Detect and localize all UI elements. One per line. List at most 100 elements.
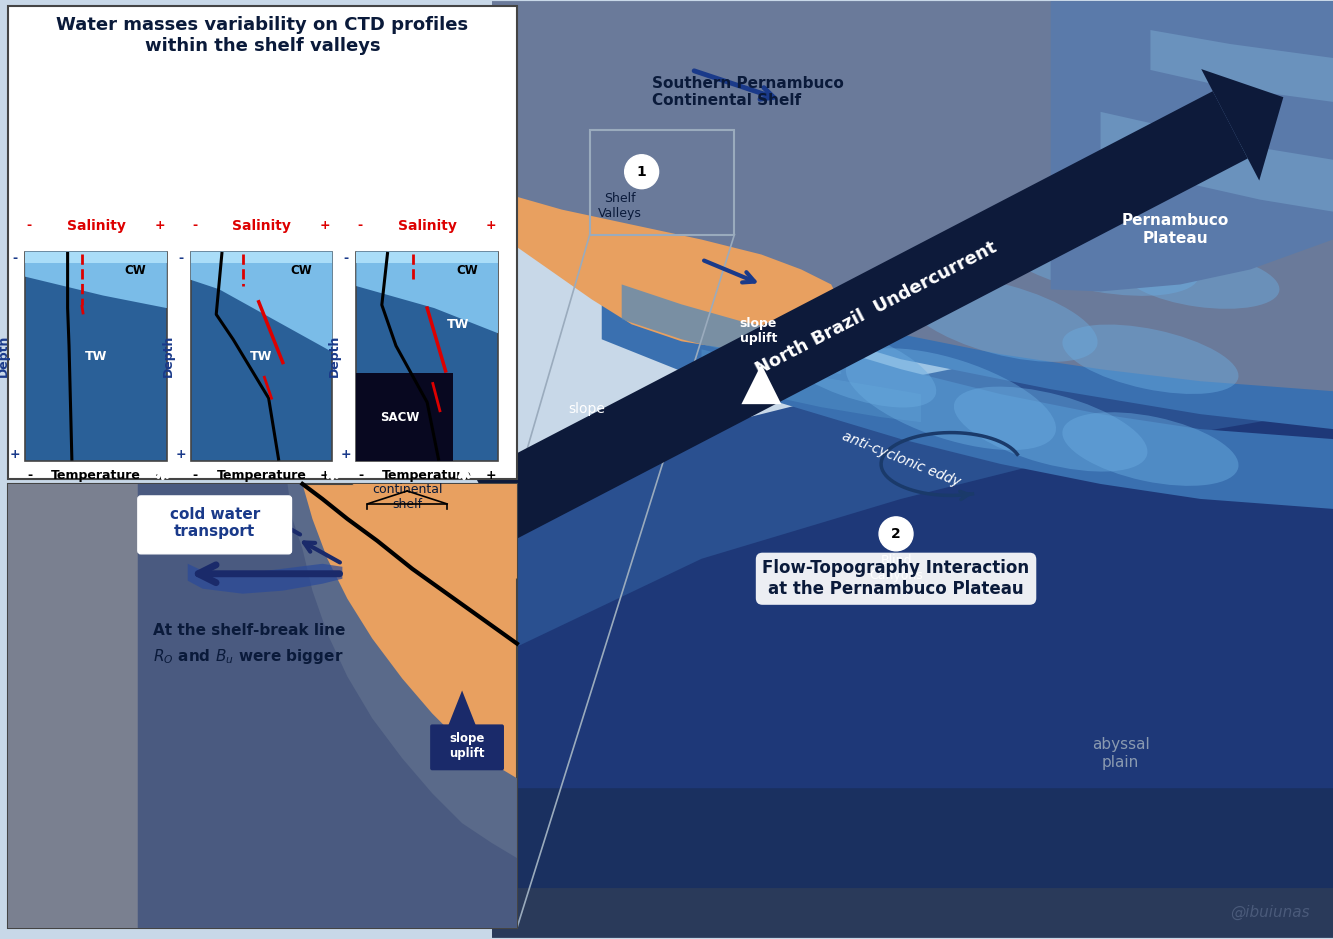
Text: 1: 1 (637, 164, 647, 178)
Text: TW: TW (447, 318, 469, 331)
Text: slope
uplift: slope uplift (449, 732, 485, 761)
Polygon shape (191, 252, 332, 264)
Text: -: - (359, 470, 364, 483)
Text: Depth: Depth (163, 335, 175, 377)
Text: CW: CW (125, 264, 147, 277)
Text: +: + (485, 219, 496, 232)
Ellipse shape (1002, 223, 1198, 296)
Text: CW: CW (291, 264, 312, 277)
Text: slope
uplift: slope uplift (740, 317, 777, 346)
Text: continental
shelf: continental shelf (372, 483, 443, 511)
Text: Southern Pernambuco
Continental Shelf: Southern Pernambuco Continental Shelf (652, 76, 844, 108)
Text: $\mathit{R_O}$ and $\mathit{B_u}$ were bigger: $\mathit{R_O}$ and $\mathit{B_u}$ were b… (153, 647, 344, 666)
Ellipse shape (846, 348, 1056, 450)
Polygon shape (701, 349, 921, 423)
Text: -: - (179, 252, 184, 265)
Polygon shape (492, 559, 1333, 938)
Text: +: + (341, 448, 352, 461)
Polygon shape (901, 140, 1333, 252)
Polygon shape (1150, 30, 1333, 101)
Text: CW: CW (456, 264, 477, 277)
Text: -: - (27, 470, 32, 483)
Text: Temperature: Temperature (383, 470, 472, 483)
Polygon shape (492, 459, 1333, 888)
Ellipse shape (1062, 412, 1238, 485)
Bar (25, 252, 167, 461)
Polygon shape (1201, 69, 1284, 180)
Text: SACW: SACW (380, 410, 420, 423)
Circle shape (878, 516, 913, 551)
Text: Shelf
Valleys: Shelf Valleys (597, 192, 641, 220)
Polygon shape (191, 252, 332, 352)
Text: -: - (193, 470, 197, 483)
Text: Salinity: Salinity (67, 219, 125, 233)
Polygon shape (601, 280, 1333, 509)
FancyBboxPatch shape (8, 7, 517, 479)
Ellipse shape (1121, 250, 1280, 309)
Text: -: - (344, 252, 349, 265)
Polygon shape (356, 252, 499, 333)
Polygon shape (492, 1, 1333, 392)
Text: +: + (155, 470, 165, 483)
Text: Water masses variability on CTD profiles
within the shelf valleys: Water masses variability on CTD profiles… (56, 16, 469, 54)
Text: slope: slope (568, 402, 605, 416)
Ellipse shape (954, 387, 1148, 471)
Polygon shape (137, 484, 517, 578)
Text: -: - (27, 219, 36, 232)
Polygon shape (492, 289, 1333, 658)
Polygon shape (475, 91, 1248, 543)
Text: abyssal
plain: abyssal plain (1092, 737, 1149, 770)
Polygon shape (25, 252, 167, 264)
Text: TW: TW (251, 349, 273, 362)
Text: -: - (193, 219, 203, 232)
Polygon shape (1101, 112, 1333, 211)
Text: Salinity: Salinity (397, 219, 457, 233)
Polygon shape (447, 690, 477, 729)
Polygon shape (492, 379, 1333, 788)
Text: +: + (155, 219, 165, 232)
Text: +: + (320, 219, 331, 232)
Text: Depth: Depth (328, 335, 341, 377)
Text: anti-cyclonic eddy: anti-cyclonic eddy (840, 429, 962, 489)
Circle shape (625, 155, 659, 189)
Ellipse shape (1062, 325, 1238, 394)
Text: -: - (12, 252, 17, 265)
Polygon shape (1001, 72, 1333, 157)
Text: 2: 2 (892, 527, 901, 541)
Bar (589, 130, 734, 235)
Bar (8, 484, 517, 928)
Polygon shape (356, 373, 453, 461)
Text: Depth: Depth (0, 335, 9, 377)
FancyBboxPatch shape (431, 724, 504, 770)
Text: +: + (485, 470, 496, 483)
Ellipse shape (904, 277, 1097, 362)
Text: +: + (176, 448, 187, 461)
Text: TW: TW (85, 349, 107, 362)
Text: Flow-Topography Interaction
at the Pernambuco Plateau: Flow-Topography Interaction at the Perna… (762, 560, 1029, 598)
Ellipse shape (766, 321, 936, 408)
Text: @ibuiunas: @ibuiunas (1230, 904, 1310, 920)
Text: Pernambuco
Plateau: Pernambuco Plateau (1122, 213, 1229, 246)
Polygon shape (801, 194, 1333, 345)
Polygon shape (741, 364, 781, 404)
Text: Blind
Canyons: Blind Canyons (869, 554, 922, 582)
Polygon shape (492, 1, 841, 349)
Polygon shape (1050, 1, 1333, 291)
Bar (191, 252, 332, 461)
Polygon shape (356, 252, 499, 264)
Polygon shape (492, 1, 1333, 389)
Text: +: + (9, 448, 20, 461)
Text: North Brazil  Undercurrent: North Brazil Undercurrent (752, 239, 1000, 379)
Polygon shape (25, 252, 167, 308)
Polygon shape (701, 229, 1333, 429)
Text: Temperature: Temperature (51, 470, 141, 483)
Polygon shape (8, 484, 137, 928)
Text: +: + (320, 470, 331, 483)
Text: cold water
transport: cold water transport (169, 507, 260, 539)
Text: Salinity: Salinity (232, 219, 291, 233)
Polygon shape (621, 285, 841, 375)
Polygon shape (137, 484, 517, 928)
FancyBboxPatch shape (137, 496, 292, 554)
Polygon shape (188, 563, 343, 593)
Text: -: - (359, 219, 368, 232)
